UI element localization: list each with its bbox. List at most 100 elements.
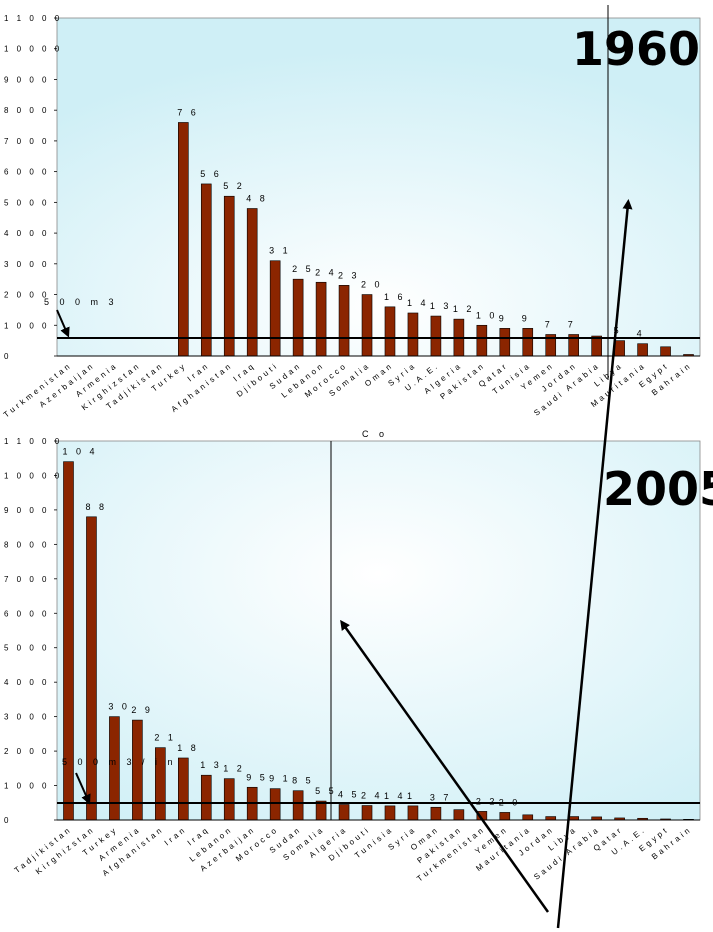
- bar: [499, 812, 511, 821]
- y-tick-label: 4 0 0 0: [4, 229, 49, 238]
- data-label: 7: [545, 319, 553, 329]
- bar: [246, 208, 258, 357]
- bar: [361, 294, 373, 357]
- y-axis-ticks-1960: 0 1 0 0 0 2 0 0 0 3 0 0 0 4 0 0 0 5 0 0 0 6 0 …: [4, 14, 62, 361]
- data-label: 1 4: [407, 298, 429, 308]
- bar: [522, 814, 534, 821]
- data-label: 4 8: [246, 194, 268, 204]
- data-label: 2 4: [315, 267, 337, 277]
- y-tick-label: 6 0 0 0: [4, 609, 49, 618]
- category-labels-2005: TadjikistanKirghizstanTurkeyArmeniaAfgha…: [13, 824, 694, 883]
- data-label: 8 5: [292, 776, 314, 786]
- bar: [407, 312, 419, 357]
- y-tick-label: 2 0 0 0: [4, 291, 49, 300]
- data-label: 2 4: [361, 791, 383, 801]
- data-label: 1: [407, 791, 415, 801]
- y-tick-label: 2 0 0 0: [4, 747, 49, 756]
- y-tick-label: 7 0 0 0: [4, 137, 49, 146]
- y-tick-label: 0: [4, 352, 11, 361]
- bar: [109, 716, 120, 821]
- y-tick-label: 7 0 0 0: [4, 575, 49, 584]
- y-tick-label: 1 1 0 0 0: [4, 437, 62, 446]
- data-label: 8 8: [85, 502, 107, 512]
- chart-1960: 0 1 0 0 0 2 0 0 0 3 0 0 0 4 0 0 0 5 0 0 0 6 0 …: [2, 14, 701, 419]
- annotation-arrow-1960: [556, 199, 633, 929]
- bar: [315, 281, 327, 357]
- data-label: 4 5: [338, 789, 360, 799]
- y-tick-label: 4 0 0 0: [4, 678, 49, 687]
- bar: [522, 328, 534, 357]
- y-tick-label: 1 0 0 0 0: [4, 45, 62, 54]
- data-label: 3 1: [269, 246, 291, 256]
- bar: [499, 328, 511, 357]
- y-tick-label: 5 0 0 0: [4, 644, 49, 653]
- y-tick-label: 1 0 0 0 0: [4, 471, 62, 480]
- y-tick-label: 1 0 0 0: [4, 782, 49, 791]
- bar: [476, 324, 488, 357]
- data-label: 2 1: [154, 733, 176, 743]
- y-tick-label: 9 0 0 0: [4, 506, 49, 515]
- data-label: 1 0 4: [62, 447, 97, 457]
- bar: [292, 790, 304, 821]
- chart-title-1960: 1960: [572, 22, 700, 76]
- data-label: 1 4: [384, 791, 406, 801]
- threshold-arrow-2005: [75, 772, 91, 805]
- chart-2005: 0 1 0 0 0 2 0 0 0 3 0 0 0 4 0 0 0 5 0 0 0 6 0 …: [4, 429, 713, 883]
- data-label: 1 3: [430, 301, 452, 311]
- bars-2005: [57, 461, 700, 821]
- data-label: 9 1: [269, 774, 291, 784]
- bar: [223, 195, 235, 357]
- bar: [269, 788, 281, 821]
- y-tick-label: 0: [4, 816, 11, 825]
- data-label: 4: [637, 329, 645, 339]
- bar: [200, 774, 212, 821]
- data-label: 2 3: [338, 270, 360, 280]
- y-tick-label: 1 0 0 0: [4, 321, 49, 330]
- category-label: Bahrain: [650, 360, 694, 397]
- bar: [545, 816, 557, 821]
- threshold-annotation-2005: 5 0 0 m 3 / i n: [62, 757, 177, 767]
- bar: [86, 516, 97, 821]
- y-tick-label: 5 0 0 0: [4, 198, 49, 207]
- data-label: 5 2: [223, 181, 245, 191]
- data-label: 9: [522, 313, 530, 323]
- y-tick-label: 8 0 0 0: [4, 106, 49, 115]
- bar: [430, 806, 442, 821]
- threshold-arrow-1960: [56, 309, 70, 338]
- bar: [269, 260, 281, 357]
- data-label: 2 0: [361, 280, 383, 290]
- annotation-arrow-2005: [340, 619, 550, 913]
- y-tick-label: 3 0 0 0: [4, 713, 49, 722]
- bar: [637, 343, 648, 357]
- data-label: 1 3: [200, 760, 222, 770]
- bar: [223, 778, 235, 821]
- bar: [430, 315, 442, 357]
- bar: [338, 285, 350, 357]
- bar: [384, 306, 396, 357]
- data-label: 9: [499, 313, 507, 323]
- data-label: 1 0: [476, 310, 498, 320]
- data-label: 7 6: [177, 107, 199, 117]
- plot-area-1960: [56, 17, 701, 357]
- data-label: 3 0: [108, 702, 130, 712]
- data-label: 3 7: [430, 792, 452, 802]
- category-labels-1960: TurkmenistanAzerbaijanArmeniaKirghizstan…: [2, 360, 694, 419]
- data-label: 2 2: [476, 796, 498, 806]
- y-tick-label: 8 0 0 0: [4, 540, 49, 549]
- data-label: 2 5: [292, 264, 314, 274]
- bar: [361, 805, 373, 821]
- data-label: 7: [568, 319, 576, 329]
- data-label: 2 9: [131, 705, 153, 715]
- y-tick-label: 9 0 0 0: [4, 75, 49, 84]
- data-label: 9 5: [246, 772, 268, 782]
- threshold-annotation-1960: 5 0 0 m 3: [44, 297, 118, 307]
- x-axis-label-fragment-2005: C o: [362, 429, 388, 439]
- bar: [178, 122, 189, 357]
- y-tick-label: 3 0 0 0: [4, 260, 49, 269]
- data-label: 1 2: [223, 764, 245, 774]
- bar: [614, 340, 625, 357]
